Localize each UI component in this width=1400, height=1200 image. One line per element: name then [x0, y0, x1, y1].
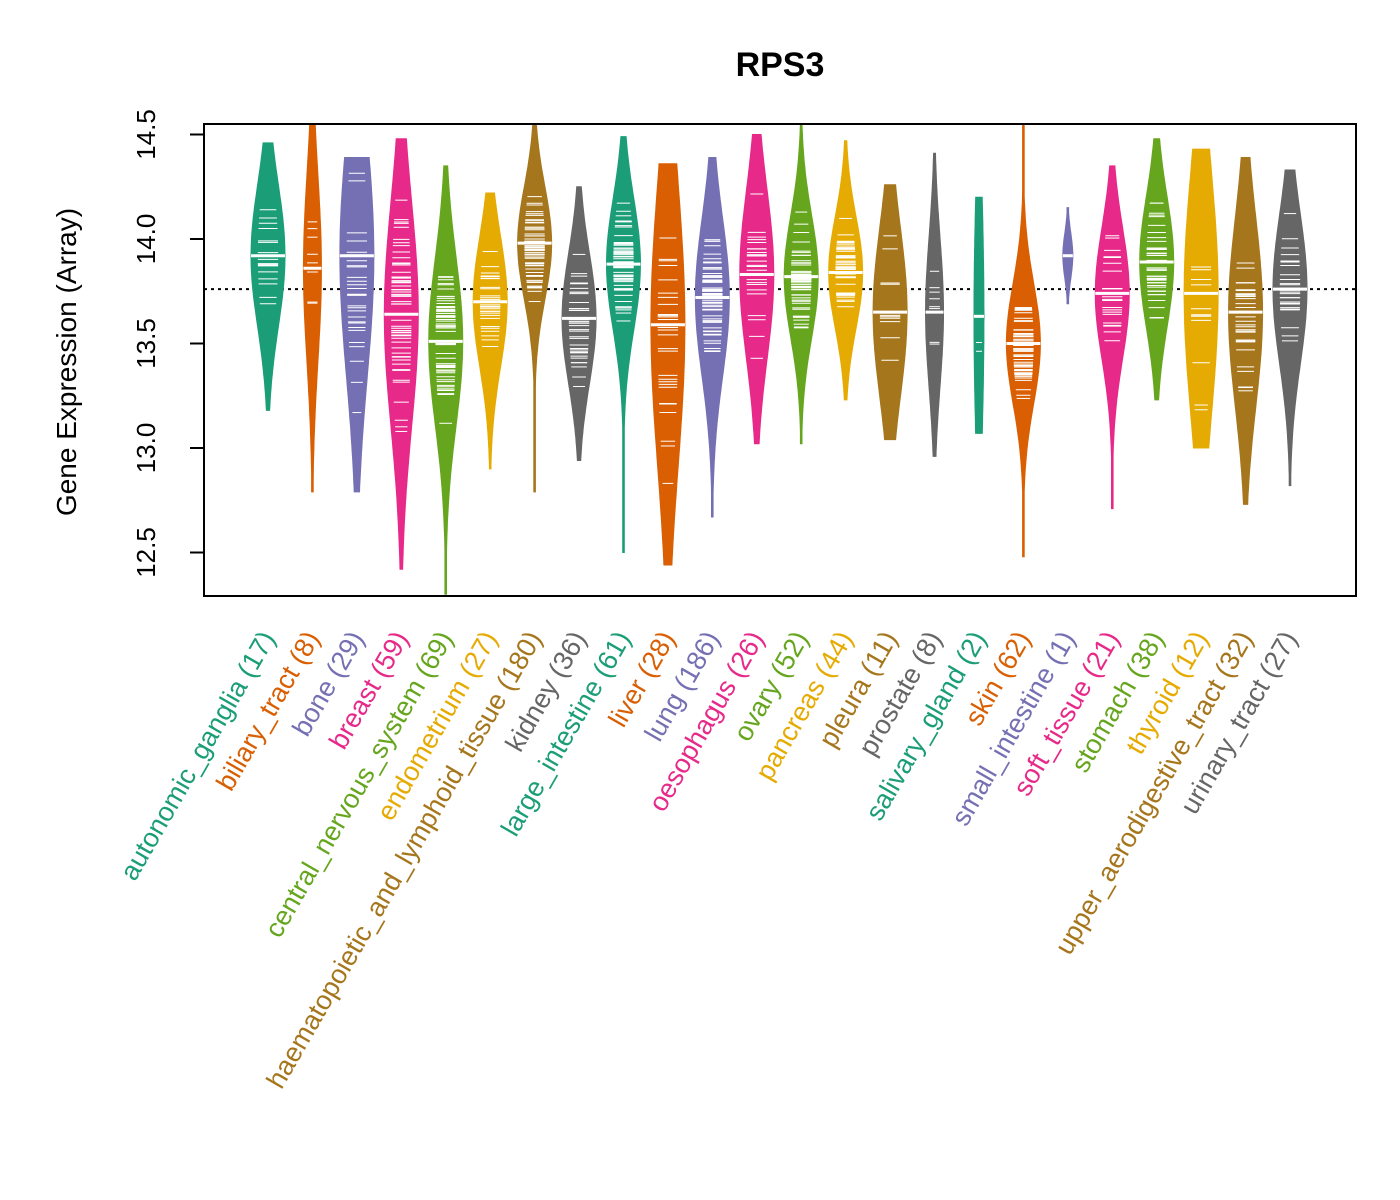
violin-body [694, 157, 730, 518]
violin-body [1183, 148, 1219, 449]
violin-body [1094, 165, 1130, 510]
chart-title: RPS3 [736, 46, 825, 84]
violin-bone [339, 157, 375, 493]
plot-frame [203, 123, 1357, 597]
y-tick-label: 12.5 [131, 527, 161, 578]
violin-biliary_tract [302, 124, 322, 493]
violin-liver [650, 163, 686, 566]
violin-urinary_tract [1272, 169, 1308, 487]
violin-pancreas [828, 140, 864, 401]
violin-haematopoietic_and_lymphoid_tissue [517, 124, 553, 493]
violin-body [517, 124, 553, 493]
violin-body [783, 124, 819, 445]
violin-kidney [561, 186, 597, 461]
violin-stomach [1139, 138, 1175, 401]
violin-breast [383, 138, 419, 570]
violin-small_intestine [1062, 207, 1074, 305]
violin-body [925, 152, 944, 457]
violin-central_nervous_system [428, 165, 464, 595]
violin-lung [694, 157, 730, 518]
violin-body [250, 142, 286, 411]
violin-body [650, 163, 686, 566]
violin-salivary_gland [973, 196, 985, 434]
violin-endometrium [472, 192, 508, 470]
y-tick-label: 14.0 [131, 214, 161, 265]
violin-upper_aerodigestive_tract [1228, 157, 1264, 505]
violin-body [828, 140, 864, 401]
y-tick-label: 13.0 [131, 423, 161, 474]
violin-thyroid [1183, 148, 1219, 449]
violin-ovary [783, 124, 819, 445]
violin-skin [1005, 124, 1041, 558]
violin-autonomic_ganglia [250, 142, 286, 411]
violin-body [606, 136, 642, 553]
violin-body [302, 124, 322, 493]
y-tick-label: 14.5 [131, 109, 161, 160]
y-axis: 12.5 13.0 13.5 14.0 14.5 [131, 109, 205, 578]
y-axis-label: Gene Expression (Array) [51, 208, 82, 516]
violin-prostate [925, 152, 944, 457]
violin-body [339, 157, 375, 493]
y-tick-label: 13.5 [131, 318, 161, 369]
violin-body [383, 138, 419, 570]
plot-area [204, 124, 1356, 595]
violin-body [739, 134, 775, 445]
x-axis-labels: autonomic_ganglia (17)biliary_tract (8)b… [114, 626, 1303, 1093]
violin-oesophagus [739, 134, 775, 445]
violin-soft_tissue [1094, 165, 1130, 510]
violin-pleura [872, 184, 908, 441]
violin-large_intestine [606, 136, 642, 553]
